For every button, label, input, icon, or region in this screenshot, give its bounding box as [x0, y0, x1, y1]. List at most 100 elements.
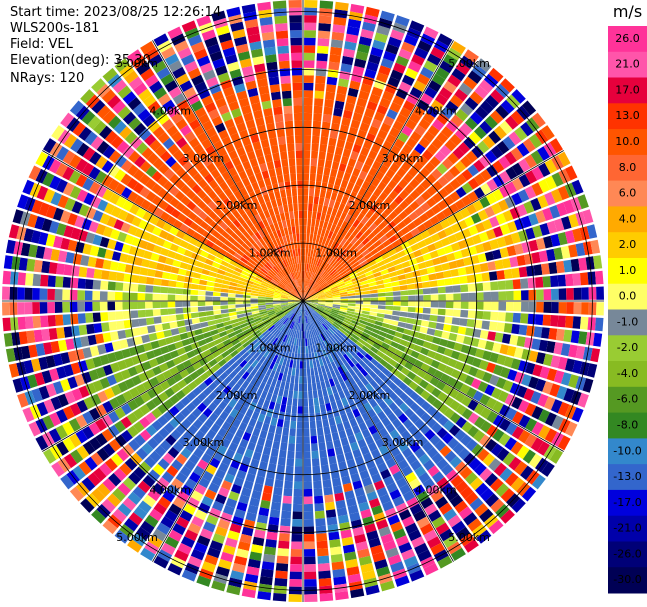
- ray-gate: [300, 346, 303, 354]
- ray-gate: [267, 287, 275, 292]
- ray-gate: [71, 388, 83, 402]
- ray-gate: [131, 319, 140, 328]
- ray-gate: [408, 60, 422, 73]
- ray-gate: [318, 301, 326, 304]
- ray-gate: [372, 252, 381, 260]
- ray-gate: [444, 365, 454, 376]
- ray-gate: [365, 270, 374, 277]
- ray-gate: [293, 256, 297, 265]
- ray-gate: [309, 405, 315, 414]
- ray-gate: [267, 343, 275, 352]
- ray-gate: [330, 353, 337, 362]
- ray-gate: [280, 228, 286, 237]
- ray-gate: [108, 321, 118, 331]
- ray-gate: [164, 53, 179, 66]
- ray-gate: [290, 173, 297, 182]
- ray-gate: [409, 86, 423, 99]
- ray-gate: [336, 316, 345, 322]
- ray-gate: [468, 457, 482, 471]
- ray-gate: [328, 61, 340, 71]
- ray-gate: [62, 182, 75, 196]
- ray-gate: [85, 312, 94, 323]
- ray-gate: [399, 107, 412, 119]
- ray-gate: [468, 301, 477, 310]
- ray-gate: [497, 390, 509, 403]
- ray-gate: [293, 496, 303, 505]
- ray-gate: [224, 239, 233, 248]
- ray-gate: [348, 376, 356, 386]
- ray-gate: [124, 518, 139, 532]
- ray-gate: [561, 372, 572, 386]
- ray-gate: [412, 217, 423, 227]
- ray-gate: [164, 387, 175, 398]
- ray-gate: [140, 68, 155, 82]
- ray-gate: [429, 250, 439, 259]
- ray-gate: [430, 308, 439, 315]
- ray-gate: [463, 49, 479, 63]
- range-ring-label: 3.00km: [382, 152, 424, 165]
- ray-gate: [225, 448, 235, 459]
- ray-gate: [390, 320, 399, 326]
- ray-gate: [514, 347, 524, 359]
- ray-gate: [122, 390, 134, 402]
- ray-gate: [487, 261, 497, 271]
- ray-gate: [292, 345, 296, 353]
- ray-gate: [343, 172, 351, 182]
- ray-gate: [521, 100, 537, 116]
- ray-gate: [193, 376, 204, 386]
- ray-gate: [170, 266, 180, 274]
- ray-gate: [406, 453, 418, 465]
- ray-gate: [285, 128, 294, 137]
- ray-gate: [171, 112, 184, 124]
- ray-gate: [289, 273, 294, 281]
- ray-gate: [399, 483, 412, 495]
- ray-gate: [116, 320, 125, 330]
- ray-gate: [145, 317, 155, 326]
- ray-gate: [430, 359, 441, 369]
- ray-gate: [427, 350, 437, 359]
- ray-gate: [385, 133, 397, 145]
- ray-gate: [166, 125, 179, 137]
- ray-gate: [126, 337, 136, 347]
- ray-gate: [284, 309, 291, 315]
- ray-gate: [290, 420, 297, 429]
- ray-gate: [460, 155, 472, 168]
- ray-gate: [228, 194, 237, 204]
- ray-gate: [317, 204, 323, 213]
- ray-gate: [274, 114, 284, 123]
- ray-gate: [249, 497, 260, 507]
- ray-gate: [327, 230, 334, 239]
- ray-gate: [360, 146, 370, 157]
- ray-gate: [310, 428, 317, 437]
- ray-gate: [154, 270, 163, 278]
- ray-gate: [443, 420, 455, 432]
- ray-gate: [266, 308, 275, 313]
- ray-gate: [285, 286, 292, 292]
- ray-gate: [376, 260, 386, 267]
- ray-gate: [333, 333, 341, 340]
- ray-gate: [264, 177, 272, 187]
- ray-gate: [360, 386, 369, 396]
- ray-gate: [427, 465, 440, 477]
- ray-gate: [460, 486, 474, 500]
- ray-gate: [343, 388, 351, 398]
- ray-gate: [258, 325, 267, 332]
- ray-gate: [485, 192, 497, 205]
- ray-gate: [93, 268, 103, 279]
- colorbar-bin: [608, 283, 647, 310]
- ray-gate: [216, 342, 225, 350]
- ray-gate: [335, 278, 344, 284]
- ray-gate: [181, 255, 191, 264]
- ray-gate: [323, 167, 331, 176]
- ray-gate: [182, 307, 191, 314]
- ray-gate: [235, 163, 245, 174]
- ray-gate: [328, 137, 337, 147]
- ray-gate: [522, 449, 536, 464]
- ray-gate: [398, 81, 412, 93]
- ray-gate: [344, 362, 352, 371]
- ray-gate: [162, 490, 176, 503]
- ray-gate: [201, 29, 216, 41]
- ray-gate: [473, 159, 486, 172]
- ray-gate: [358, 90, 370, 101]
- ray-gate: [297, 315, 300, 324]
